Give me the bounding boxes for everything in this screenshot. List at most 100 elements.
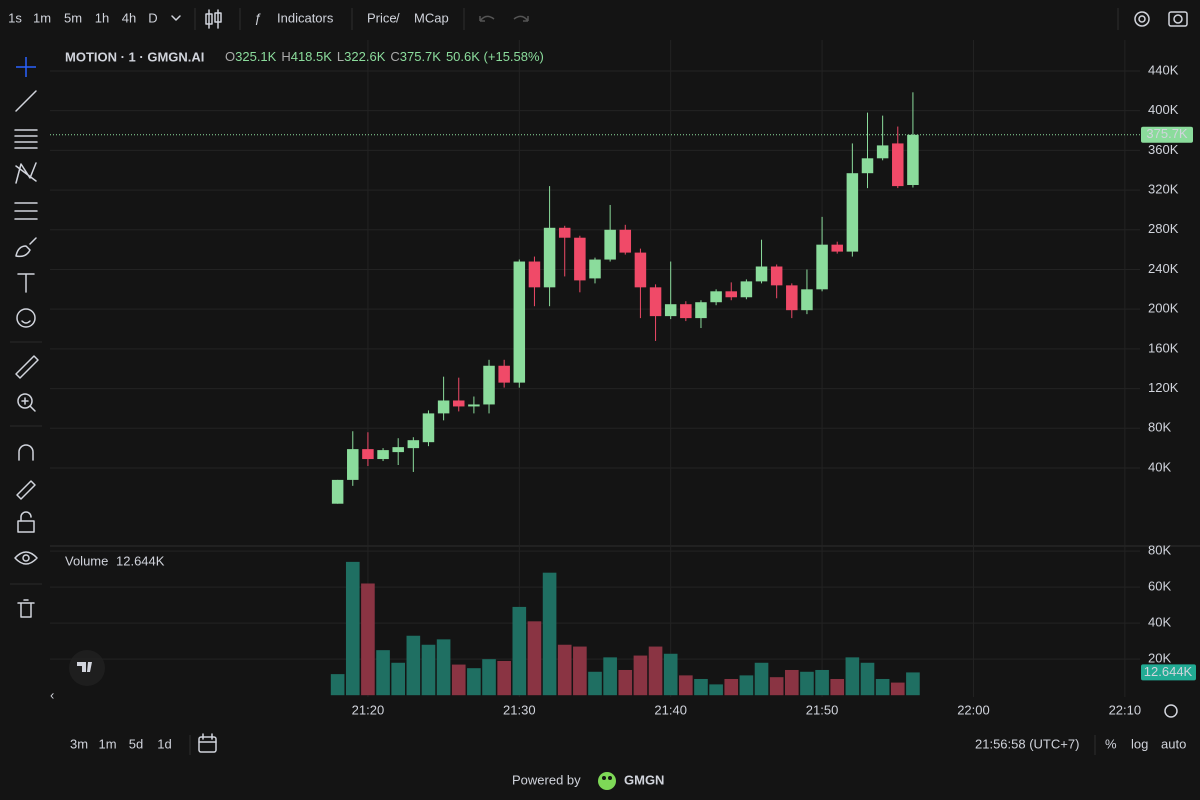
volume-bar xyxy=(845,657,860,696)
interval-button[interactable]: 1h xyxy=(95,10,109,25)
candle-body xyxy=(740,281,753,298)
interval-button[interactable]: D xyxy=(148,10,157,25)
candle-body xyxy=(331,479,344,504)
interval-button[interactable]: 1s xyxy=(8,10,22,25)
candle-body xyxy=(725,291,738,298)
volume-bar xyxy=(815,669,829,696)
delete-tool[interactable] xyxy=(17,599,35,618)
axis-settings[interactable] xyxy=(1164,704,1178,718)
volume-bar xyxy=(709,684,723,696)
candle-body xyxy=(604,229,616,260)
volume-bar xyxy=(361,583,375,696)
crosshair-tool[interactable] xyxy=(16,57,36,77)
interval-button[interactable]: 1m xyxy=(33,10,51,25)
volume-bar xyxy=(467,668,481,696)
text-tool[interactable] xyxy=(17,273,35,293)
volume-legend-value: 12.644K xyxy=(116,553,165,568)
indicators-button[interactable]: Indicators xyxy=(277,10,334,25)
y-tick-label: 80K xyxy=(1148,420,1171,435)
volume-bar xyxy=(633,655,648,696)
volume-bar xyxy=(512,606,527,696)
candle-body xyxy=(755,266,768,282)
candle-body xyxy=(619,229,632,253)
candle-body xyxy=(786,285,798,311)
volume-tick-label: 20K xyxy=(1148,651,1171,666)
y-tick-label: 200K xyxy=(1148,301,1179,316)
undo-button[interactable] xyxy=(479,15,495,22)
trend-line-tool[interactable] xyxy=(15,90,37,112)
interval-button[interactable]: 4h xyxy=(122,10,136,25)
tv-logo xyxy=(69,650,105,686)
interval-button[interactable]: 5m xyxy=(64,10,82,25)
range-button[interactable]: 1m xyxy=(98,736,116,751)
y-tick-label: 360K xyxy=(1148,142,1179,157)
candle-body xyxy=(710,291,722,303)
candle-body xyxy=(589,259,601,279)
clock: 21:56:58 (UTC+7) xyxy=(975,736,1079,751)
candle-body xyxy=(483,365,495,405)
volume-bar xyxy=(497,660,511,696)
redo-button[interactable] xyxy=(513,15,529,22)
volume-tick-label: 80K xyxy=(1148,543,1171,558)
volume-bar xyxy=(724,678,739,696)
range-button[interactable]: 3m xyxy=(70,736,88,751)
auto-toggle[interactable]: auto xyxy=(1161,736,1186,751)
x-tick-label: 21:30 xyxy=(503,702,536,717)
candle-body xyxy=(892,143,904,187)
x-tick-label: 21:20 xyxy=(352,702,385,717)
candle-body xyxy=(422,413,435,443)
y-tick-label: 320K xyxy=(1148,182,1179,197)
candle-body xyxy=(468,404,480,407)
candle-body xyxy=(543,227,556,288)
volume-bar xyxy=(618,669,633,696)
lock-tool[interactable] xyxy=(17,511,35,533)
zoom-tool[interactable] xyxy=(17,393,36,412)
lock-draw-tool[interactable] xyxy=(16,480,36,500)
volume-bar xyxy=(860,662,875,696)
top-toolbar: ƒ xyxy=(171,8,1188,30)
magnet-tool[interactable] xyxy=(18,444,34,461)
candle-body xyxy=(558,227,571,238)
screenshot-button[interactable] xyxy=(1168,11,1188,27)
projection-tool[interactable] xyxy=(14,202,38,220)
candle-body xyxy=(846,173,859,252)
volume-bar xyxy=(451,664,466,696)
volume-bar xyxy=(391,662,406,696)
hide-tool[interactable] xyxy=(14,551,38,565)
volume-bar xyxy=(482,659,496,696)
collapse-arrow[interactable]: ‹ xyxy=(50,687,54,702)
log-toggle[interactable]: log xyxy=(1131,736,1148,751)
candle-body xyxy=(664,304,677,317)
fib-tool[interactable] xyxy=(14,129,38,149)
chart-title: MOTION · 1 · GMGN.AI xyxy=(65,49,204,64)
volume-tick-label: 40K xyxy=(1148,615,1171,630)
volume-bar xyxy=(330,674,345,696)
range-button[interactable]: 1d xyxy=(157,736,171,751)
date-range-button[interactable] xyxy=(198,733,217,753)
volume-title: Volume xyxy=(65,553,108,568)
ruler-tool[interactable] xyxy=(15,355,39,379)
pattern-tool[interactable] xyxy=(15,162,37,184)
candle-body xyxy=(452,400,465,407)
volume-bar xyxy=(603,657,617,696)
settings-button[interactable] xyxy=(1134,11,1150,27)
toggle-separator: / xyxy=(396,10,400,25)
y-tick-label: 240K xyxy=(1148,261,1179,276)
interval-dropdown[interactable] xyxy=(171,15,181,21)
candle-body xyxy=(347,449,359,480)
volume-bar xyxy=(421,644,436,696)
price-toggle[interactable]: Price xyxy=(367,10,397,25)
brush-tool[interactable] xyxy=(15,237,37,258)
ohlc-legend: O325.1K H418.5K L322.6K C375.7K 50.6K (+15.5… xyxy=(225,49,544,64)
y-tick-label: 160K xyxy=(1148,340,1179,355)
volume-bar xyxy=(906,672,920,696)
range-button[interactable]: 5d xyxy=(129,736,143,751)
mcap-toggle[interactable]: MCap xyxy=(414,10,449,25)
percent-toggle[interactable]: % xyxy=(1105,736,1117,751)
x-tick-label: 21:40 xyxy=(654,702,687,717)
chart-type-button[interactable] xyxy=(205,9,222,29)
candle-body xyxy=(816,244,828,290)
emoji-tool[interactable] xyxy=(16,308,36,328)
